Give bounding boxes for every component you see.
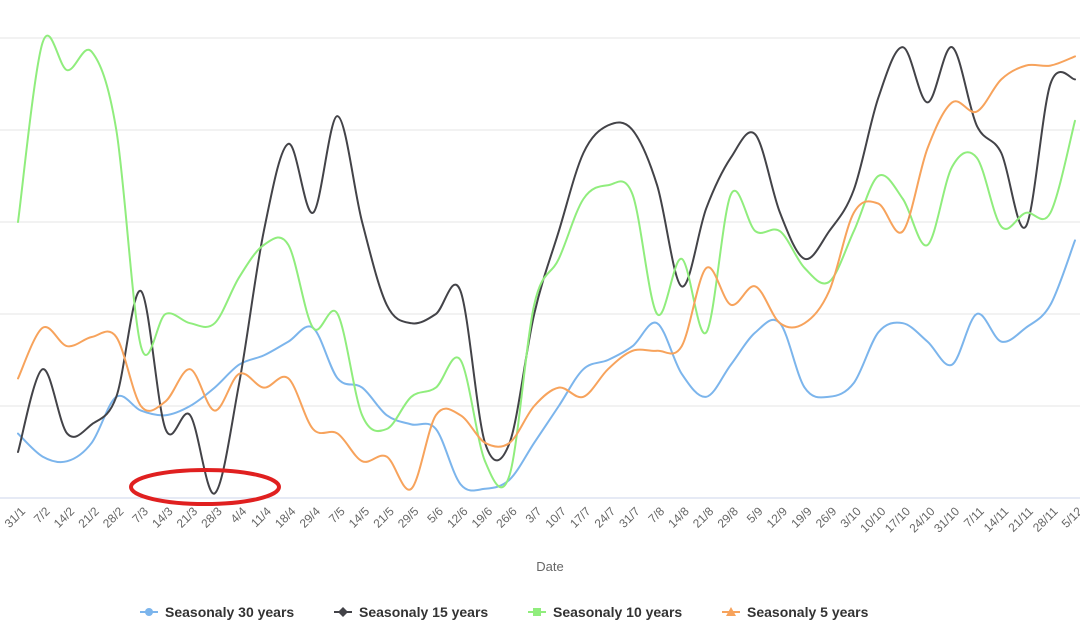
series-line-seasonaly-15-years[interactable] [17,46,1076,495]
grid-lines [0,37,1080,499]
legend-item[interactable]: Seasonaly 30 years [140,604,294,620]
x-tick-label: 4/4 [228,504,250,526]
square-marker-icon [533,608,541,616]
x-tick-label: 10/10 [857,504,888,535]
legend[interactable]: Seasonaly 30 years Seasonaly 15 years Seas… [140,604,869,620]
x-tick-label: 18/4 [272,504,299,531]
x-tick-label: 12/9 [764,504,791,531]
x-tick-label: 7/8 [646,504,668,526]
x-tick-label: 3/7 [523,504,545,526]
legend-item[interactable]: Seasonaly 10 years [528,604,682,620]
x-tick-label: 5/6 [424,504,446,526]
annotation-ellipse [129,468,281,506]
series-layer [17,34,1076,495]
x-tick-label: 28/3 [198,504,225,531]
x-tick-label: 26/9 [813,504,840,531]
diamond-marker-icon [338,607,348,617]
x-tick-label: 17/10 [882,504,913,535]
x-tick-label: 21/3 [174,504,201,531]
x-tick-label: 7/3 [129,504,151,526]
x-axis-title: Date [536,559,563,574]
legend-label: Seasonaly 15 years [359,604,488,620]
legend-label: Seasonaly 30 years [165,604,294,620]
x-tick-label: 14/5 [346,504,373,531]
x-tick-label: 24/10 [906,504,937,535]
x-tick-label: 21/5 [370,504,397,531]
x-tick-label: 17/7 [567,504,594,531]
x-tick-label: 21/2 [75,504,102,531]
x-tick-label: 24/7 [592,504,619,531]
x-tick-label: 10/7 [542,504,569,531]
x-tick-label: 29/8 [715,504,742,531]
x-tick-label: 31/1 [2,504,29,531]
x-axis-ticks: 31/1 7/214/221/228/2 7/314/321/328/3 4/411/… [2,504,1080,535]
x-tick-label: 26/6 [493,504,520,531]
triangle-marker-icon [726,607,736,616]
legend-item[interactable]: Seasonaly 15 years [334,604,488,620]
x-tick-label: 12/6 [444,504,471,531]
x-tick-label: 28/2 [100,504,127,531]
x-tick-label: 29/5 [395,504,422,531]
x-tick-label: 11/4 [248,504,274,530]
x-tick-label: 19/9 [788,504,815,531]
x-tick-label: 31/10 [931,504,962,535]
x-tick-label: 7/2 [31,504,53,526]
x-tick-label: 14/11 [981,504,1012,535]
legend-item[interactable]: Seasonaly 5 years [722,604,869,620]
x-tick-label: 14/2 [51,504,78,531]
series-line-seasonaly-30-years[interactable] [17,239,1076,492]
x-tick-label: 21/8 [690,504,717,531]
legend-label: Seasonaly 5 years [747,604,869,620]
series-line-seasonaly-10-years[interactable] [17,34,1076,489]
series-line-seasonaly-5-years[interactable] [17,55,1076,491]
x-tick-label: 5/9 [744,504,766,526]
x-tick-label: 5/12 [1059,504,1080,531]
x-tick-label: 21/11 [1005,504,1036,535]
x-tick-label: 19/6 [469,504,496,531]
legend-label: Seasonaly 10 years [553,604,682,620]
x-tick-label: 14/3 [149,504,176,531]
x-tick-label: 29/4 [297,504,324,531]
circle-marker-icon [145,608,153,616]
x-tick-label: 14/8 [665,504,692,531]
x-tick-label: 31/7 [616,504,643,531]
x-tick-label: 7/5 [326,504,348,526]
x-tick-label: 28/11 [1030,504,1061,535]
